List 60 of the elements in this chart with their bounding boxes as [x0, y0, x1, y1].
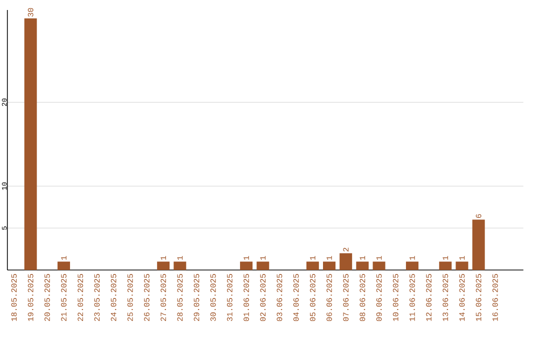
- data-label: 2: [343, 248, 349, 252]
- x-tick-label: 07.06.2025: [343, 274, 349, 322]
- data-label: 1: [61, 256, 66, 260]
- bar: [174, 262, 186, 270]
- bar: [340, 253, 352, 270]
- data-label: 1: [177, 256, 183, 260]
- bar: [240, 262, 253, 270]
- x-tick-label: 11.06.2025: [409, 274, 415, 321]
- x-tick-label: 24.05.2025: [110, 274, 116, 321]
- x-tick-label: 02.06.2025: [260, 274, 266, 322]
- bar: [58, 262, 70, 270]
- data-label: 1: [442, 256, 448, 260]
- x-tick-label: 31.05.2025: [226, 274, 232, 322]
- x-tick-label: 13.06.2025: [442, 274, 448, 321]
- x-tick-label: 14.06.2025: [459, 274, 465, 321]
- x-tick-label: 26.05.2025: [144, 274, 150, 321]
- bar: [406, 262, 418, 270]
- bar: [306, 262, 319, 270]
- bar: [372, 262, 386, 270]
- data-label: 6: [476, 214, 482, 218]
- bar: [322, 262, 336, 270]
- x-tick-label: 15.06.2025: [476, 274, 482, 321]
- bar: [24, 18, 37, 270]
- x-tick-label: 18.05.2025: [11, 274, 17, 321]
- x-tick-label: 27.05.2025: [160, 274, 166, 321]
- x-tick-label: 03.06.2025: [276, 274, 282, 322]
- x-tick-label: 04.06.2025: [293, 274, 299, 322]
- x-tick-label: 21.05.2025: [61, 274, 66, 321]
- x-tick-label: 23.05.2025: [94, 274, 100, 321]
- bar: [456, 262, 468, 270]
- x-tick-label: 28.05.2025: [177, 274, 183, 321]
- x-tick-label: 22.05.2025: [78, 274, 84, 321]
- x-tick-label: 09.06.2025: [376, 274, 382, 322]
- bar: [157, 262, 170, 270]
- x-tick-label: 12.06.2025: [426, 274, 432, 321]
- data-label: 1: [326, 256, 332, 260]
- x-tick-label: 10.06.2025: [392, 274, 398, 321]
- x-tick-label: 20.05.2025: [44, 274, 50, 321]
- x-tick-label: 29.05.2025: [194, 274, 200, 321]
- x-tick-label: 16.06.2025: [492, 274, 498, 321]
- x-tick-label: 30.05.2025: [210, 274, 216, 322]
- x-tick-label: 08.06.2025: [360, 274, 366, 322]
- data-label: 1: [244, 256, 249, 260]
- x-tick-label: 06.06.2025: [326, 274, 332, 322]
- data-label: 1: [410, 256, 415, 260]
- x-tick-label: 05.06.2025: [310, 274, 316, 322]
- bar: [439, 262, 452, 270]
- data-label: 1: [376, 256, 382, 260]
- data-label: 1: [360, 256, 366, 260]
- x-tick-label: 01.06.2025: [244, 274, 250, 322]
- x-tick-label: 25.05.2025: [127, 274, 133, 321]
- data-label: 1: [160, 256, 166, 260]
- data-label: 1: [260, 256, 266, 260]
- data-label: 30: [28, 8, 34, 17]
- bar: [472, 220, 485, 270]
- data-label: 1: [310, 256, 316, 260]
- bar: [356, 262, 369, 270]
- bar: [256, 262, 270, 270]
- x-tick-label: 19.05.2025: [28, 274, 34, 321]
- data-label: 1: [459, 256, 465, 260]
